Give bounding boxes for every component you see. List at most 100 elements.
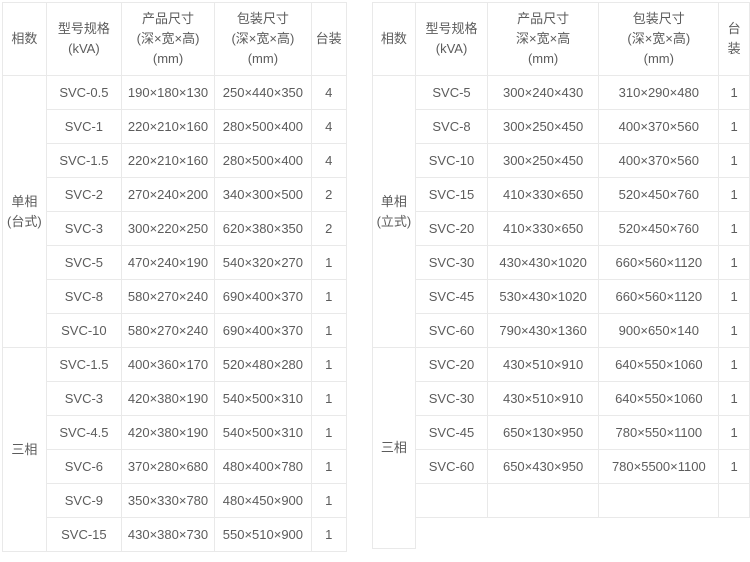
table-row: SVC-4.5 420×380×190 540×500×310 1 bbox=[3, 415, 347, 450]
cell-product-size: 300×240×430 bbox=[486, 75, 600, 110]
header-package-size: 包装尺寸 (深×宽×高) (mm) bbox=[598, 2, 720, 76]
cell-package-size: 780×5500×1100 bbox=[598, 449, 720, 484]
table-body: 单相 (台式) SVC-0.5 190×180×130 250×440×350 4 SVC… bbox=[2, 75, 347, 552]
phantom-row bbox=[372, 518, 749, 549]
header-product-size: 产品尺寸 深×宽×高 (mm) bbox=[486, 2, 600, 76]
table-row: 单相 (立式) SVC-5 300×240×430 310×290×480 1 bbox=[371, 75, 750, 348]
cell-package-size: 310×290×480 bbox=[598, 75, 720, 110]
cell-package-size: 280×500×400 bbox=[213, 143, 312, 178]
cell-product-size: 220×210×160 bbox=[121, 143, 215, 178]
cell-model: SVC-3 bbox=[45, 381, 123, 416]
cell-product-size: 430×510×910 bbox=[486, 347, 600, 382]
cell-package-size: 540×500×310 bbox=[213, 415, 312, 450]
cell-qty: 1 bbox=[310, 279, 347, 314]
table-row: SVC-60 650×430×950 780×5500×1100 1 bbox=[372, 449, 750, 484]
cell-package-size: 690×400×370 bbox=[213, 279, 312, 314]
cell-qty: 1 bbox=[310, 449, 347, 484]
cell-phase-group: 单相 (台式) bbox=[2, 75, 47, 348]
cell-qty: 1 bbox=[718, 245, 750, 280]
cell-product-size: 430×430×1020 bbox=[486, 245, 600, 280]
table-row: SVC-8 300×250×450 400×370×560 1 bbox=[372, 109, 750, 144]
cell-package-size: 540×320×270 bbox=[213, 245, 312, 280]
cell-product-size: 190×180×130 bbox=[121, 75, 215, 110]
cell-package-size: 480×400×780 bbox=[213, 449, 312, 484]
table-row: SVC-3 420×380×190 540×500×310 1 bbox=[3, 381, 347, 416]
cell-qty: 1 bbox=[310, 381, 347, 416]
header-product-size: 产品尺寸 (深×宽×高) (mm) bbox=[121, 2, 215, 76]
cell-product-size: 300×220×250 bbox=[121, 211, 215, 246]
table-row: SVC-10 580×270×240 690×400×370 1 bbox=[3, 313, 347, 348]
cell-model: SVC-1.5 bbox=[45, 143, 123, 178]
table-row: SVC-60 790×430×1360 900×650×140 1 bbox=[372, 313, 750, 348]
cell-model: SVC-8 bbox=[415, 109, 488, 144]
table-row: SVC-20 410×330×650 520×450×760 1 bbox=[372, 211, 750, 246]
table-row: SVC-10 300×250×450 400×370×560 1 bbox=[372, 143, 750, 178]
cell-qty: 1 bbox=[310, 517, 347, 552]
cell-qty: 1 bbox=[718, 347, 750, 382]
cell-qty: 1 bbox=[718, 449, 750, 484]
cell-qty: 1 bbox=[718, 109, 750, 144]
cell-qty: 2 bbox=[310, 211, 347, 246]
cell-package-size: 620×380×350 bbox=[213, 211, 312, 246]
cell-product-size: 400×360×170 bbox=[121, 347, 215, 382]
table-row: SVC-6 370×280×680 480×400×780 1 bbox=[3, 449, 347, 484]
cell-model: SVC-1.5 bbox=[45, 347, 123, 382]
table-row: 三相 SVC-1.5 400×360×170 520×480×280 1 bbox=[2, 347, 347, 552]
cell-model: SVC-15 bbox=[45, 517, 123, 552]
cell-package-size: 660×560×1120 bbox=[598, 245, 720, 280]
cell-product-size: 300×250×450 bbox=[486, 143, 600, 178]
header-qty: 台装 bbox=[310, 2, 347, 76]
table-row: SVC-1 220×210×160 280×500×400 4 bbox=[3, 109, 347, 144]
cell-package-size: 690×400×370 bbox=[213, 313, 312, 348]
cell-product-size: 430×510×910 bbox=[486, 381, 600, 416]
cell-model: SVC-30 bbox=[415, 245, 488, 280]
cell-package-size: 520×480×280 bbox=[213, 347, 312, 382]
cell-model: SVC-20 bbox=[415, 211, 488, 246]
header-package-size: 包装尺寸 (深×宽×高) (mm) bbox=[213, 2, 312, 76]
header-phase: 相数 bbox=[371, 2, 417, 76]
table-row: SVC-9 350×330×780 480×450×900 1 bbox=[3, 483, 347, 518]
cell-package-size: 280×500×400 bbox=[213, 109, 312, 144]
cell-qty: 1 bbox=[718, 415, 750, 450]
spec-table-vertical: 相数 型号规格 (kVA) 产品尺寸 深×宽×高 (mm) 包装尺寸 (深×宽×… bbox=[371, 2, 750, 549]
table-row: SVC-1.5 220×210×160 280×500×400 4 bbox=[3, 143, 347, 178]
cell-model: SVC-8 bbox=[45, 279, 123, 314]
table-row: SVC-15 430×380×730 550×510×900 1 bbox=[3, 517, 347, 552]
cell-model: SVC-60 bbox=[415, 449, 488, 484]
cell-package-size: 640×550×1060 bbox=[598, 347, 720, 382]
cell-model: SVC-3 bbox=[45, 211, 123, 246]
cell-package-size: 400×370×560 bbox=[598, 143, 720, 178]
cell-package-size: 400×370×560 bbox=[598, 109, 720, 144]
cell-qty: 4 bbox=[310, 75, 347, 110]
cell-package-size: 660×560×1120 bbox=[598, 279, 720, 314]
cell-product-size: 420×380×190 bbox=[121, 415, 215, 450]
header-qty: 台装 bbox=[718, 2, 750, 76]
cell-model bbox=[415, 483, 488, 518]
table-row: SVC-45 530×430×1020 660×560×1120 1 bbox=[372, 279, 750, 314]
cell-qty: 1 bbox=[310, 313, 347, 348]
cell-product-size: 790×430×1360 bbox=[486, 313, 600, 348]
cell-product-size bbox=[486, 483, 600, 518]
cell-model: SVC-45 bbox=[415, 415, 488, 450]
cell-phase-group: 单相 (立式) bbox=[371, 75, 417, 348]
cell-qty: 1 bbox=[310, 245, 347, 280]
cell-qty bbox=[718, 483, 750, 518]
cell-qty: 1 bbox=[718, 75, 750, 110]
cell-model: SVC-20 bbox=[415, 347, 488, 382]
cell-package-size: 540×500×310 bbox=[213, 381, 312, 416]
table-row: SVC-30 430×510×910 640×550×1060 1 bbox=[372, 381, 750, 416]
cell-product-size: 370×280×680 bbox=[121, 449, 215, 484]
cell-product-size: 470×240×190 bbox=[121, 245, 215, 280]
cell-qty: 1 bbox=[718, 211, 750, 246]
cell-model: SVC-15 bbox=[415, 177, 488, 212]
cell-qty: 1 bbox=[718, 177, 750, 212]
cell-package-size: 520×450×760 bbox=[598, 177, 720, 212]
cell-package-size: 550×510×900 bbox=[213, 517, 312, 552]
cell-model: SVC-9 bbox=[45, 483, 123, 518]
cell-package-size: 520×450×760 bbox=[598, 211, 720, 246]
table-row: SVC-2 270×240×200 340×300×500 2 bbox=[3, 177, 347, 212]
cell-package-size: 900×650×140 bbox=[598, 313, 720, 348]
cell-product-size: 580×270×240 bbox=[121, 279, 215, 314]
header-model: 型号规格 (kVA) bbox=[415, 2, 488, 76]
cell-product-size: 350×330×780 bbox=[121, 483, 215, 518]
